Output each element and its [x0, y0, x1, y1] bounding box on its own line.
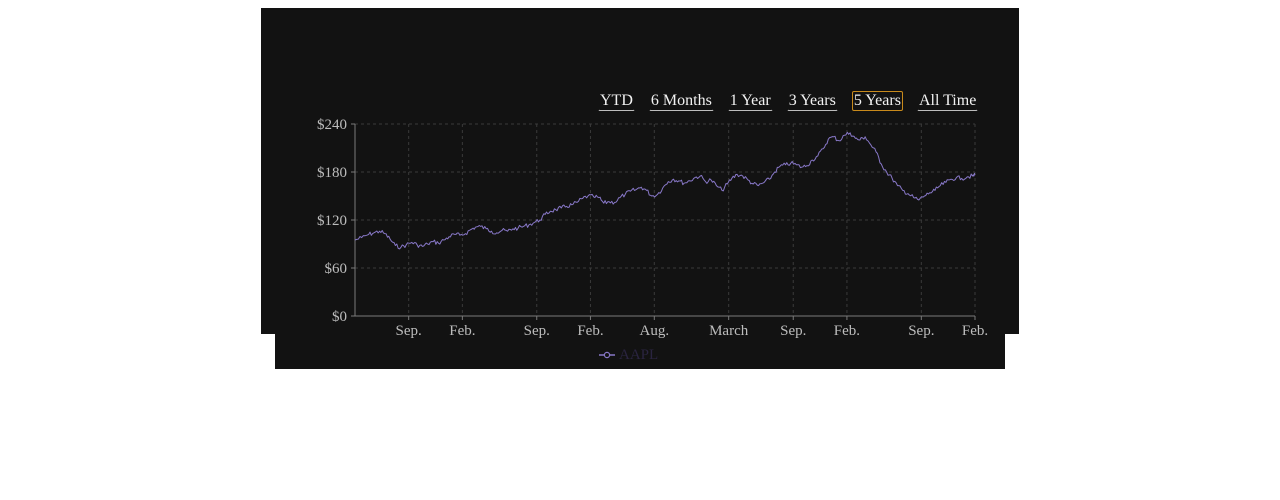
- legend-marker-icon: [599, 351, 615, 359]
- legend-item-aapl: AAPL: [619, 346, 659, 363]
- range-button-ytd[interactable]: YTD: [598, 92, 635, 111]
- legend-band: [275, 334, 1005, 369]
- range-button-all-time[interactable]: All Time: [916, 92, 979, 111]
- range-button-1-year[interactable]: 1 Year: [727, 92, 773, 111]
- range-selector: YTD 6 Months 1 Year 3 Years 5 Years All …: [591, 90, 985, 112]
- legend[interactable]: AAPL: [599, 345, 658, 365]
- range-button-6-months[interactable]: 6 Months: [648, 92, 714, 111]
- range-button-3-years[interactable]: 3 Years: [786, 92, 838, 111]
- chart-panel: [261, 8, 1019, 334]
- range-button-5-years[interactable]: 5 Years: [851, 91, 903, 111]
